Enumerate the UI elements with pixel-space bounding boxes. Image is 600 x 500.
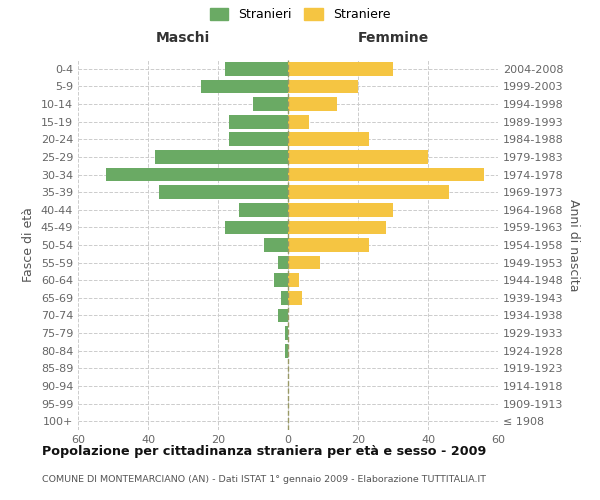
Bar — [288, 168, 484, 181]
Bar — [253, 97, 288, 111]
Bar — [288, 220, 386, 234]
Text: Maschi: Maschi — [156, 31, 210, 45]
Bar — [288, 97, 337, 111]
Bar — [288, 62, 393, 76]
Text: Femmine: Femmine — [358, 31, 428, 45]
Bar — [158, 186, 288, 199]
Bar — [229, 115, 288, 128]
Bar — [277, 256, 288, 270]
Legend: Stranieri, Straniere: Stranieri, Straniere — [205, 2, 395, 26]
Y-axis label: Fasce di età: Fasce di età — [22, 208, 35, 282]
Bar — [288, 132, 368, 146]
Y-axis label: Anni di nascita: Anni di nascita — [567, 198, 580, 291]
Bar — [225, 62, 288, 76]
Bar — [263, 238, 288, 252]
Bar — [225, 220, 288, 234]
Bar — [274, 274, 288, 287]
Bar — [288, 274, 299, 287]
Bar — [288, 256, 320, 270]
Bar — [229, 132, 288, 146]
Text: COMUNE DI MONTEMARCIANO (AN) - Dati ISTAT 1° gennaio 2009 - Elaborazione TUTTITA: COMUNE DI MONTEMARCIANO (AN) - Dati ISTA… — [42, 475, 486, 484]
Bar — [288, 203, 393, 216]
Bar — [281, 291, 288, 304]
Bar — [284, 344, 288, 358]
Bar — [239, 203, 288, 216]
Bar — [288, 291, 302, 304]
Text: Popolazione per cittadinanza straniera per età e sesso - 2009: Popolazione per cittadinanza straniera p… — [42, 445, 487, 458]
Bar — [288, 115, 309, 128]
Bar — [288, 150, 428, 164]
Bar — [288, 238, 368, 252]
Bar — [277, 308, 288, 322]
Bar — [288, 80, 358, 94]
Bar — [106, 168, 288, 181]
Bar — [288, 186, 449, 199]
Bar — [284, 326, 288, 340]
Bar — [155, 150, 288, 164]
Bar — [200, 80, 288, 94]
